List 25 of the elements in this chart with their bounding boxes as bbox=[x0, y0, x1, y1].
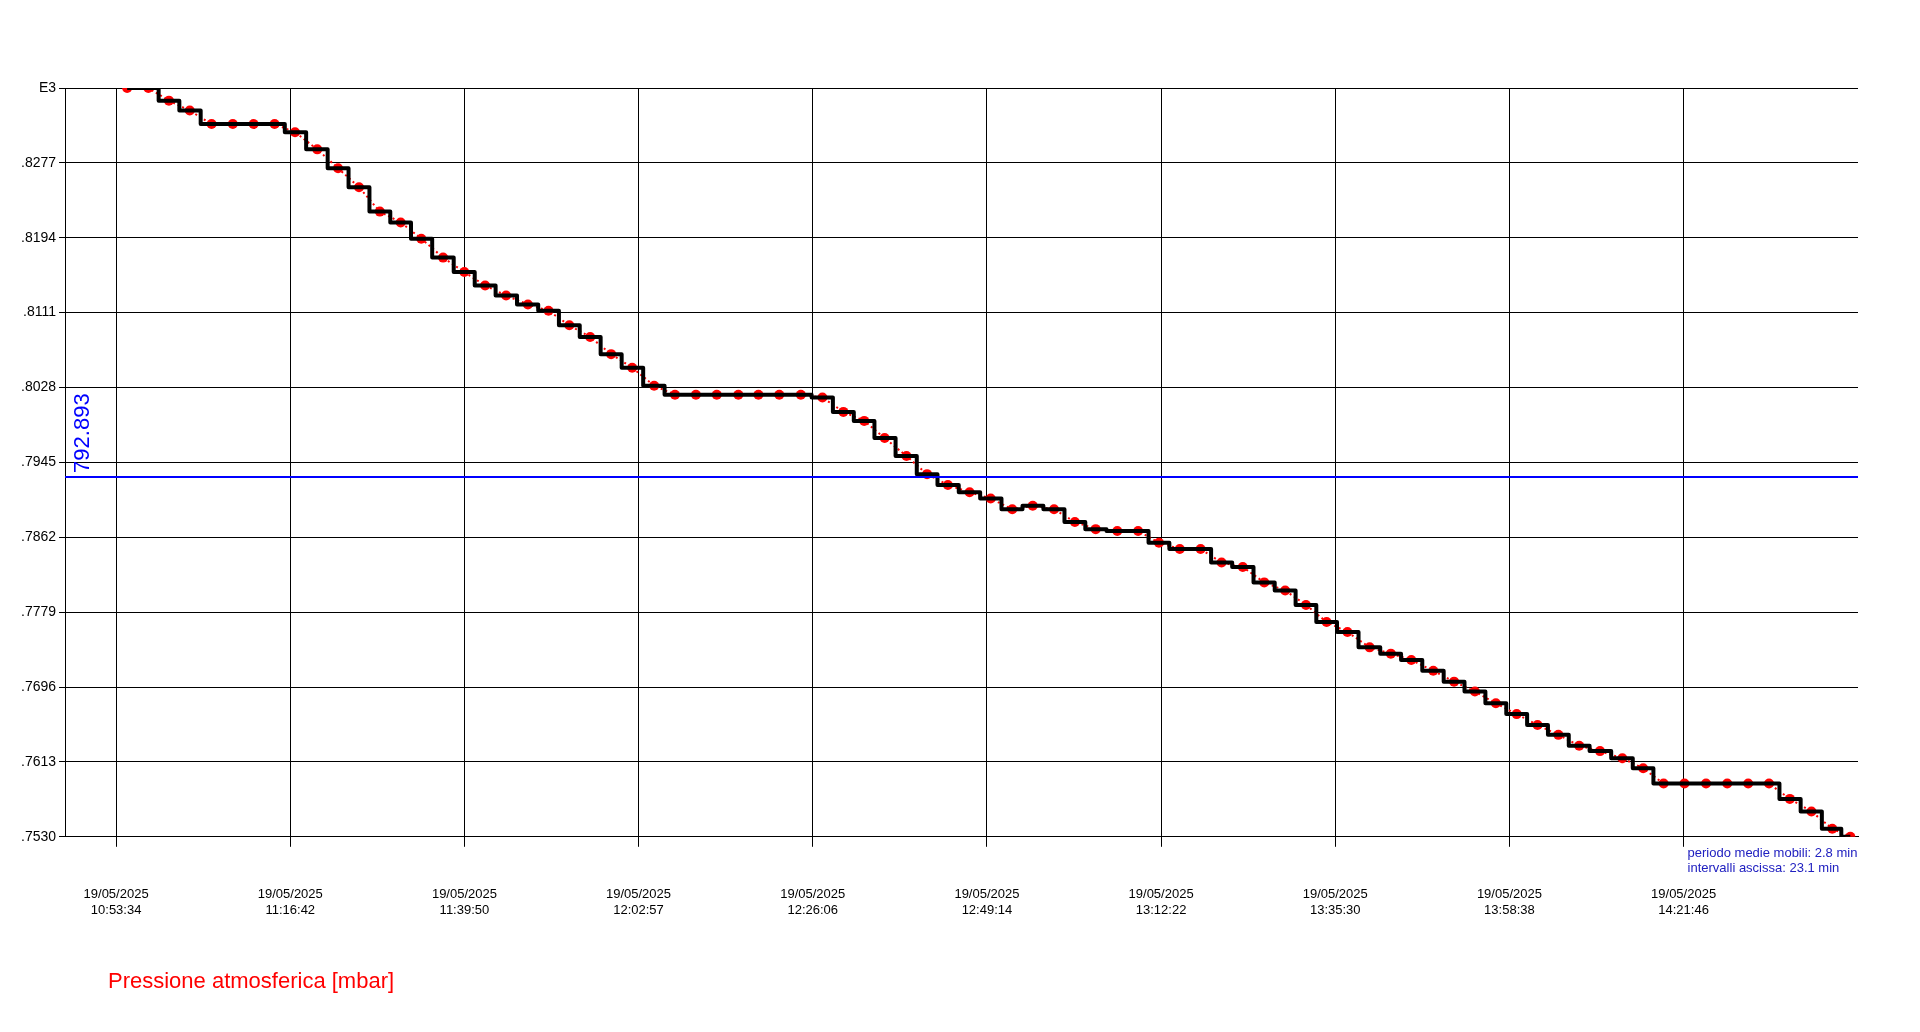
y-tick-label: E3 bbox=[38, 78, 57, 95]
y-tick-label: .8277 bbox=[20, 153, 57, 170]
text: Pressione atmosferica [mbar] bbox=[108, 968, 395, 994]
x-tick-label: 19/05/2025 13:35:30 bbox=[1302, 886, 1368, 917]
y-tick-label: .8111 bbox=[23, 303, 57, 320]
x-tick-label: 19/05/2025 10:53:34 bbox=[83, 886, 149, 917]
x-tick-label: 19/05/2025 13:12:22 bbox=[1128, 886, 1194, 917]
x-tick-label: 19/05/2025 11:39:50 bbox=[431, 886, 497, 917]
y-tick-label: .7945 bbox=[20, 453, 57, 470]
x-tick-label: 19/05/2025 12:49:14 bbox=[954, 886, 1020, 917]
x-tick-label: 19/05/2025 12:02:57 bbox=[605, 886, 672, 917]
y-tick-label: .7613 bbox=[20, 752, 57, 769]
y-tick-label: .7862 bbox=[20, 528, 57, 545]
ref-line-label: 792.893 bbox=[69, 393, 95, 473]
text: periodo medie mobili: 2.8 min bbox=[1687, 844, 1858, 860]
x-tick-label: 19/05/2025 11:16:42 bbox=[257, 886, 323, 917]
y-tick-label: .8028 bbox=[20, 378, 57, 395]
text: intervalli ascissa: 23.1 min bbox=[1687, 859, 1840, 875]
y-tick-label: .7530 bbox=[20, 827, 57, 844]
x-tick-label: 19/05/2025 14:21:46 bbox=[1651, 886, 1717, 917]
x-tick-label: 19/05/2025 13:58:38 bbox=[1476, 886, 1542, 917]
x-tick-label: 19/05/2025 12:26:06 bbox=[780, 886, 846, 917]
y-tick-label: .7696 bbox=[20, 677, 57, 694]
y-tick-label: .7779 bbox=[20, 603, 57, 620]
y-tick-label: .8194 bbox=[20, 228, 57, 245]
